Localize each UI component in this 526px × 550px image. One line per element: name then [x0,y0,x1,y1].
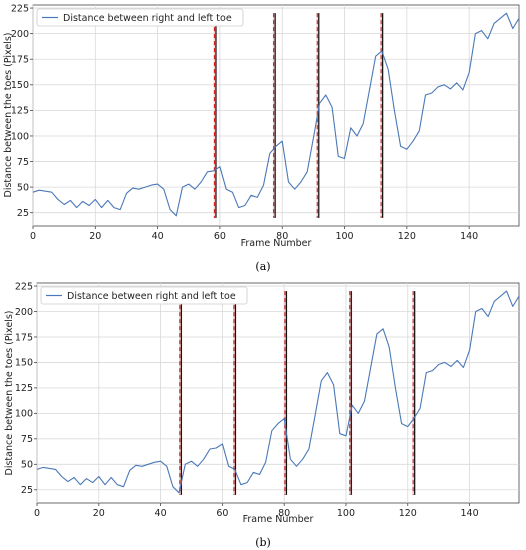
event-marker-band [316,13,320,218]
chart-a: 0 20 40 60 80 100 120 140 25 50 75 100 125 150 175 200… [3,3,520,273]
caption-b: (b) [255,536,271,549]
legend-label-b: Distance between right and left toe [67,291,236,302]
x-tick-label: 40 [155,508,167,519]
x-tick-label: 0 [30,231,36,242]
x-tick-label: 80 [278,508,290,519]
x-axis-label-b: Frame Number [243,514,314,525]
y-tick-label: 125 [15,383,33,394]
event-marker-band [213,13,217,218]
event-markers-b [179,291,416,495]
x-ticks-b: 0 20 40 60 80 100 120 140 [34,503,479,519]
x-ticks-a: 0 20 40 60 80 100 120 140 [30,226,478,242]
y-tick-label: 200 [15,307,33,318]
event-marker-band [179,291,183,495]
x-tick-label: 140 [460,231,478,242]
x-axis-label-a: Frame Number [241,238,312,249]
y-tick-label: 50 [17,182,29,193]
event-marker-band [380,13,384,218]
legend-label-a: Distance between right and left toe [63,13,232,24]
x-tick-label: 120 [398,231,416,242]
x-tick-label: 60 [216,508,228,519]
y-tick-label: 175 [15,332,33,343]
legend-box-b [40,286,248,305]
x-tick-label: 100 [335,231,353,242]
plot-area-a: 0 20 40 60 80 100 120 140 25 50 75 100 125 150 175 200… [3,3,520,249]
x-tick-label: 80 [276,231,288,242]
y-tick-label: 75 [17,157,29,168]
y-tick-label: 25 [21,485,33,496]
caption-a: (a) [255,260,270,273]
chart-b: 0 20 40 60 80 100 120 140 25 50 75 100 125 150 175 200… [4,281,520,549]
plot-area-b: 0 20 40 60 80 100 120 140 25 50 75 100 125 150 175 200… [4,281,520,525]
y-ticks-a: 25 50 75 100 125 150 175 200 225 [11,3,33,219]
event-marker-band [233,291,237,495]
y-tick-label: 150 [11,80,29,91]
x-tick-label: 20 [93,508,105,519]
x-tick-label: 60 [214,231,226,242]
event-marker-band [349,291,353,495]
event-marker-band [272,13,277,218]
y-axis-label-a: Distance between the toes (Pixels) [3,33,14,198]
y-tick-label: 175 [11,55,29,66]
x-tick-label: 100 [337,508,355,519]
x-tick-label: 40 [152,231,164,242]
series-b [36,290,520,494]
y-tick-label: 225 [15,281,33,292]
y-tick-label: 25 [17,208,29,219]
x-tick-label: 20 [89,231,101,242]
grid-b [36,283,519,503]
y-tick-label: 75 [21,434,33,445]
event-markers-a [213,13,384,218]
x-tick-label: 120 [399,508,417,519]
y-ticks-b: 25 50 75 100 125 150 175 200 225 [15,281,37,496]
series-a [32,12,520,217]
x-tick-label: 140 [460,508,478,519]
legend-b: Distance between right and left toe [40,286,248,305]
event-marker-band [284,291,288,495]
y-axis-label-b: Distance between the toes (Pixels) [4,311,15,476]
legend-a: Distance between right and left toe [36,8,244,27]
y-tick-label: 125 [11,106,29,117]
series-line [36,290,520,494]
y-tick-label: 150 [15,358,33,369]
y-tick-label: 225 [11,3,29,14]
event-marker-band [412,291,416,495]
series-line [32,12,520,217]
legend-box-a [36,8,244,27]
y-tick-label: 100 [11,131,29,142]
x-tick-label: 0 [34,508,40,519]
y-tick-label: 100 [15,409,33,420]
y-tick-label: 50 [21,460,33,471]
plot-frame-b [36,282,520,504]
y-tick-label: 200 [11,29,29,40]
